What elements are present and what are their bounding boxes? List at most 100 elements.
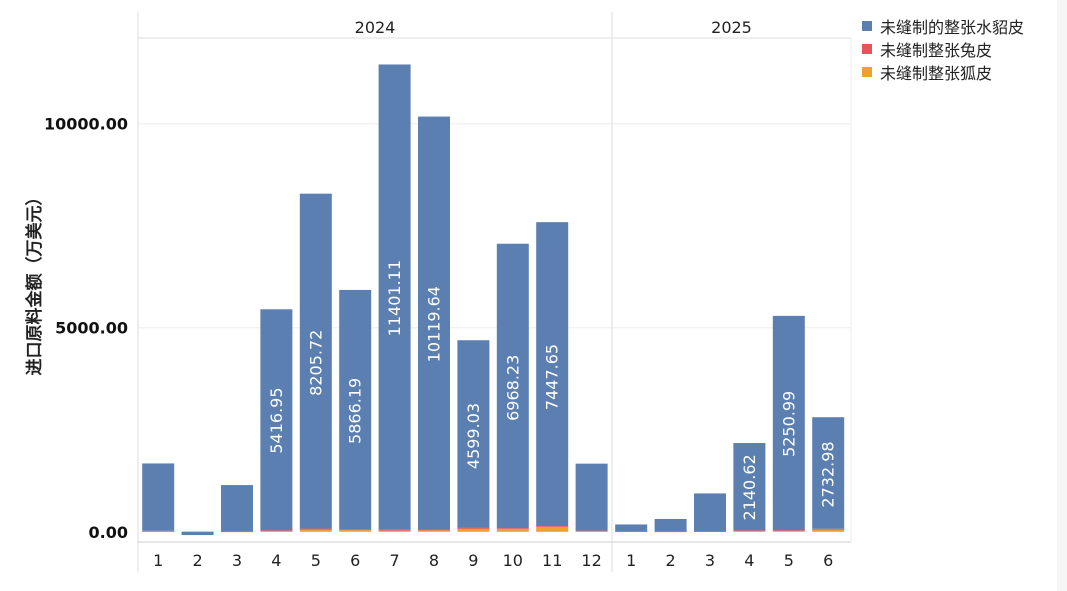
x-tick-label: 1 bbox=[153, 551, 163, 570]
bar-segment bbox=[772, 315, 805, 531]
data-label: 5866.19 bbox=[346, 378, 365, 444]
x-axis: 1 2 3 4 5 6 7 8 9 10 11 12 1 2 3 4 5 6 bbox=[153, 551, 833, 570]
legend-label: 未缝制整张兔皮 bbox=[880, 40, 993, 60]
legend-item[interactable]: 未缝制整张狐皮 bbox=[862, 60, 1024, 83]
scroll-strip bbox=[1057, 0, 1067, 591]
bar-segment bbox=[812, 529, 845, 532]
bar-segment bbox=[299, 529, 332, 532]
bar-segment bbox=[575, 530, 608, 532]
bar-segment bbox=[339, 289, 372, 530]
x-tick-label: 1 bbox=[626, 551, 636, 570]
bar-segment bbox=[575, 530, 608, 532]
bar-segment bbox=[142, 463, 175, 531]
frame-layer bbox=[137, 12, 852, 572]
bar-segment bbox=[299, 528, 332, 530]
bar-segment bbox=[339, 530, 372, 532]
chart-legend: 未缝制的整张水貂皮 未缝制整张兔皮 未缝制整张狐皮 bbox=[862, 14, 1024, 83]
x-tick-label: 4 bbox=[271, 551, 281, 570]
legend-item[interactable]: 未缝制整张兔皮 bbox=[862, 37, 1024, 60]
bar-segment bbox=[733, 530, 766, 532]
bar-segment bbox=[457, 528, 490, 532]
bar-segment bbox=[260, 309, 293, 531]
bar-segment bbox=[496, 243, 529, 529]
bar-segment bbox=[221, 531, 253, 532]
year-header-label: 2024 bbox=[355, 18, 396, 37]
data-label: 5250.99 bbox=[779, 391, 798, 457]
x-tick-label: 12 bbox=[581, 551, 601, 570]
bar-segment bbox=[536, 526, 569, 532]
x-tick-label: 3 bbox=[232, 551, 242, 570]
data-label: 5416.95 bbox=[267, 387, 286, 453]
data-label: 11401.11 bbox=[385, 260, 404, 336]
bar-segment bbox=[496, 528, 529, 529]
bar-segment bbox=[772, 530, 805, 531]
x-tick-label: 5 bbox=[784, 551, 794, 570]
y-axis-title: 进口原料金额（万美元） bbox=[24, 189, 45, 376]
bar-segment bbox=[733, 443, 766, 531]
x-tick-label: 5 bbox=[311, 551, 321, 570]
bar-segment bbox=[378, 530, 411, 532]
bar-segment bbox=[142, 530, 175, 532]
bar-segment bbox=[694, 493, 726, 531]
bar-segment bbox=[260, 530, 293, 532]
bars-layer bbox=[142, 64, 845, 536]
bar-segment bbox=[299, 193, 332, 529]
bar-segment bbox=[772, 530, 805, 532]
y-axis: 10000.00 5000.00 0.00 bbox=[44, 115, 128, 542]
bar-segment bbox=[654, 531, 687, 532]
bar-segment bbox=[339, 529, 372, 531]
year-header: 2024 2025 bbox=[355, 18, 752, 37]
x-tick-label: 2 bbox=[193, 551, 203, 570]
bar-segment bbox=[378, 64, 411, 530]
bar-segment bbox=[654, 518, 687, 532]
legend-swatch bbox=[862, 20, 872, 31]
data-label: 2732.98 bbox=[819, 441, 838, 507]
grid-layer bbox=[138, 123, 851, 329]
bar-segment bbox=[378, 529, 411, 531]
bar-segment bbox=[418, 116, 450, 530]
data-label: 6968.23 bbox=[503, 355, 522, 421]
y-tick-label: 10000.00 bbox=[44, 115, 128, 134]
bar-segment bbox=[221, 485, 253, 532]
legend-item[interactable]: 未缝制的整张水貂皮 bbox=[862, 14, 1024, 37]
bar-segment bbox=[812, 528, 845, 530]
data-label: 8205.72 bbox=[306, 330, 325, 396]
legend-swatch bbox=[862, 43, 872, 54]
legend-swatch bbox=[862, 66, 872, 77]
legend-label: 未缝制的整张水貂皮 bbox=[880, 17, 1025, 37]
x-tick-label: 11 bbox=[542, 551, 562, 570]
y-tick-label: 5000.00 bbox=[55, 319, 128, 338]
bar-segment bbox=[615, 524, 648, 531]
bar-segment bbox=[694, 530, 726, 532]
bar-segment bbox=[457, 527, 490, 529]
legend-label: 未缝制整张狐皮 bbox=[880, 63, 993, 83]
x-tick-label: 3 bbox=[705, 551, 715, 570]
bar-segment bbox=[536, 526, 569, 527]
data-label: 2140.62 bbox=[740, 454, 759, 520]
x-tick-label: 8 bbox=[429, 551, 439, 570]
bar-segment bbox=[418, 530, 450, 532]
bar-segment bbox=[615, 530, 648, 532]
y-tick-label: 0.00 bbox=[89, 523, 128, 542]
data-label: 4599.03 bbox=[464, 403, 483, 469]
bar-segment bbox=[496, 528, 529, 532]
bar-segment bbox=[733, 530, 766, 532]
bar-segment bbox=[812, 417, 845, 529]
x-tick-label: 7 bbox=[390, 551, 400, 570]
x-tick-label: 4 bbox=[744, 551, 754, 570]
data-label: 10119.64 bbox=[425, 286, 444, 362]
bar-segment bbox=[457, 340, 490, 528]
bar-segment bbox=[418, 529, 450, 531]
bar-segment bbox=[260, 530, 293, 532]
bar-segment bbox=[575, 463, 608, 531]
bar-segment bbox=[536, 222, 569, 527]
x-tick-label: 6 bbox=[350, 551, 360, 570]
x-tick-label: 9 bbox=[468, 551, 478, 570]
x-tick-label: 2 bbox=[666, 551, 676, 570]
bar-segment bbox=[181, 531, 214, 536]
data-label: 7447.65 bbox=[543, 344, 562, 410]
x-tick-label: 10 bbox=[503, 551, 523, 570]
x-tick-label: 6 bbox=[823, 551, 833, 570]
